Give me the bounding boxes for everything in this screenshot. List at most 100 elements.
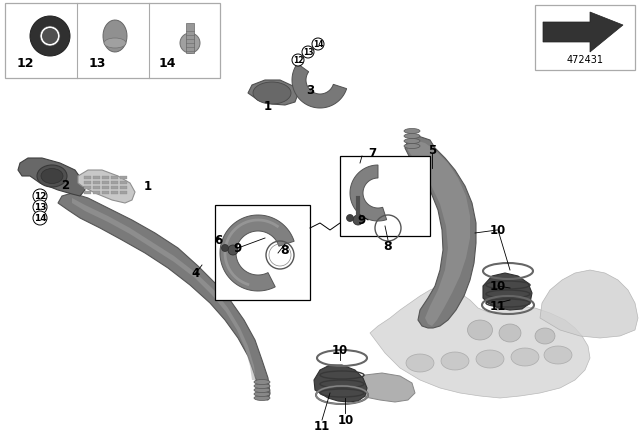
Ellipse shape [41,168,63,184]
Bar [120,176,127,179]
Bar [102,185,109,189]
Text: 14: 14 [34,214,46,223]
Circle shape [353,215,363,225]
Text: 10: 10 [490,224,506,237]
Polygon shape [72,198,256,380]
Text: 9: 9 [358,214,366,227]
Ellipse shape [406,354,434,372]
Text: 3: 3 [306,83,314,96]
Ellipse shape [104,38,126,48]
Text: 6: 6 [214,233,222,246]
Ellipse shape [254,388,270,392]
Bar [93,185,100,189]
Circle shape [292,54,304,66]
Polygon shape [540,270,638,338]
Polygon shape [543,12,623,52]
Bar [120,181,127,184]
Polygon shape [58,193,270,400]
Bar [111,185,118,189]
Text: 14: 14 [158,56,176,69]
Bar [93,181,100,184]
Text: 8: 8 [384,240,392,253]
Circle shape [312,38,324,50]
Circle shape [33,200,47,214]
Circle shape [40,26,60,46]
Text: 13: 13 [34,202,46,211]
Ellipse shape [476,350,504,368]
Text: 9: 9 [234,241,242,254]
Text: 5: 5 [428,143,436,156]
Circle shape [33,189,47,203]
Text: 12: 12 [292,56,303,65]
Circle shape [42,28,58,44]
Bar [84,176,91,179]
Polygon shape [350,165,387,221]
Bar [102,176,109,179]
Bar [120,185,127,189]
Bar [340,156,430,236]
Text: 12: 12 [16,56,34,69]
Circle shape [228,245,238,255]
Text: 11: 11 [314,419,330,432]
Bar [111,181,118,184]
Polygon shape [78,170,135,203]
Circle shape [346,215,353,221]
Ellipse shape [544,346,572,364]
Ellipse shape [254,396,270,401]
Text: 4: 4 [192,267,200,280]
Circle shape [33,211,47,225]
Bar [5,3,220,78]
Circle shape [302,46,314,58]
Ellipse shape [467,320,493,340]
Text: 10: 10 [332,344,348,357]
Text: 2: 2 [61,178,69,191]
Polygon shape [314,365,367,402]
Circle shape [221,245,228,251]
Bar [102,190,109,194]
Ellipse shape [404,129,420,134]
Text: 472431: 472431 [566,55,604,65]
Ellipse shape [404,138,420,143]
Ellipse shape [404,134,420,138]
Bar [120,190,127,194]
Bar [111,190,118,194]
Polygon shape [370,286,590,398]
Text: 11: 11 [490,300,506,313]
Polygon shape [103,20,127,52]
Ellipse shape [254,383,270,388]
Text: 12: 12 [34,191,46,201]
Polygon shape [292,64,347,108]
Ellipse shape [404,143,420,148]
Text: 1: 1 [264,99,272,112]
Bar [84,185,91,189]
Ellipse shape [511,348,539,366]
Ellipse shape [37,165,67,187]
Ellipse shape [535,328,555,344]
Bar [186,23,194,53]
Bar [84,190,91,194]
Text: 13: 13 [303,47,313,56]
Ellipse shape [254,392,270,396]
Text: 8: 8 [281,244,289,257]
Bar [535,5,635,70]
Text: 1: 1 [144,180,152,193]
Ellipse shape [253,82,291,104]
Ellipse shape [441,352,469,370]
Circle shape [30,16,70,56]
Bar [111,176,118,179]
Text: 13: 13 [88,56,106,69]
Bar [102,181,109,184]
Polygon shape [220,215,294,291]
Bar [93,176,100,179]
Ellipse shape [499,324,521,342]
Polygon shape [248,80,298,105]
Ellipse shape [254,379,270,384]
Polygon shape [18,158,85,196]
Bar [93,190,100,194]
Bar [84,181,91,184]
Polygon shape [483,273,532,310]
Bar [215,205,310,300]
Polygon shape [405,136,476,328]
Text: 10: 10 [490,280,506,293]
Polygon shape [408,140,470,326]
